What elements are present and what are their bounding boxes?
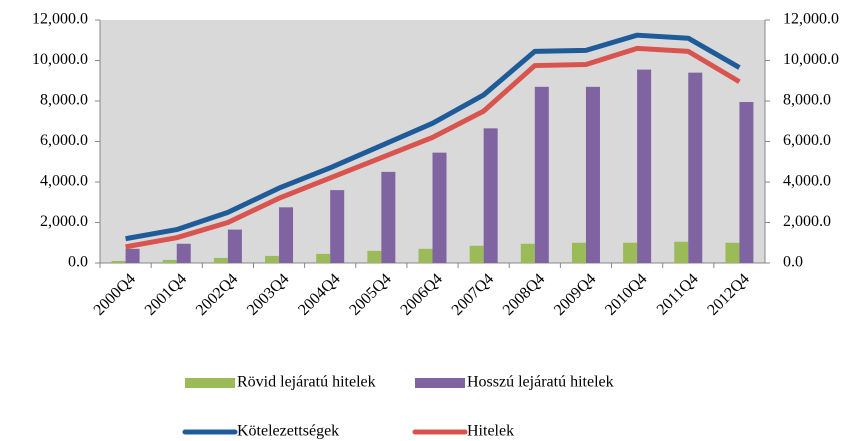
- bar: [418, 248, 433, 263]
- bar: [367, 250, 382, 263]
- bar: [637, 69, 652, 263]
- x-tick-label: 2000Q4: [91, 270, 139, 318]
- x-tick-label: 2002Q4: [193, 270, 241, 318]
- x-tick-label: 2005Q4: [346, 270, 394, 318]
- x-tick-label: 2011Q4: [654, 270, 702, 318]
- bar: [674, 241, 689, 263]
- bar: [432, 152, 447, 263]
- y-tick-label: 12,000.0: [32, 11, 88, 28]
- y-tick-label: 0.0: [68, 254, 88, 271]
- legend-label: Hitelek: [467, 423, 514, 440]
- bar: [227, 229, 242, 263]
- y-tick-label: 8,000.0: [40, 92, 88, 109]
- x-tick-label: 2001Q4: [142, 270, 190, 318]
- line-series: [125, 45, 741, 250]
- bar: [571, 242, 586, 263]
- x-tick-label: 2003Q4: [244, 270, 292, 318]
- x-tick-label: 2007Q4: [449, 270, 497, 318]
- bar: [125, 248, 140, 263]
- x-tick-label: 2004Q4: [295, 270, 343, 318]
- bar: [316, 253, 331, 263]
- bar: [162, 259, 177, 263]
- y2-tick-label: 12,000.0: [783, 11, 839, 28]
- legend-swatch: [185, 378, 235, 388]
- bar: [213, 257, 228, 263]
- legend-swatch: [415, 378, 465, 388]
- x-tick-label: 2012Q4: [704, 270, 752, 318]
- bar: [585, 86, 600, 263]
- y-tick-label: 6,000.0: [40, 132, 88, 149]
- legend-label: Kötelezettségek: [237, 423, 339, 440]
- y2-tick-label: 10,000.0: [783, 51, 839, 68]
- bar: [279, 207, 294, 263]
- bar: [469, 245, 484, 263]
- bar: [330, 190, 345, 263]
- bar: [111, 260, 126, 263]
- bar: [265, 255, 280, 263]
- bar: [381, 171, 396, 263]
- x-tick-label: 2010Q4: [602, 270, 650, 318]
- y-tick-label: 10,000.0: [32, 51, 88, 68]
- bar: [520, 243, 535, 263]
- y2-tick-label: 2,000.0: [783, 213, 831, 230]
- bar: [688, 72, 703, 264]
- bar: [176, 243, 191, 263]
- bar: [623, 242, 638, 263]
- bar: [483, 128, 498, 263]
- x-tick-label: 2009Q4: [551, 270, 599, 318]
- bar: [534, 86, 549, 263]
- y2-tick-label: 0.0: [783, 254, 803, 271]
- x-tick-label: 2008Q4: [500, 270, 548, 318]
- bar: [739, 102, 754, 263]
- legend-label: Hosszú lejáratú hitelek: [467, 374, 614, 391]
- y-tick-label: 2,000.0: [40, 213, 88, 230]
- x-tick-label: 2006Q4: [397, 270, 445, 318]
- y2-tick-label: 8,000.0: [783, 92, 831, 109]
- y2-tick-label: 6,000.0: [783, 132, 831, 149]
- bar: [725, 242, 740, 263]
- legend-label: Rövid lejáratú hitelek: [237, 374, 376, 391]
- line-series: [125, 32, 741, 242]
- y-tick-label: 4,000.0: [40, 173, 88, 190]
- y2-tick-label: 4,000.0: [783, 173, 831, 190]
